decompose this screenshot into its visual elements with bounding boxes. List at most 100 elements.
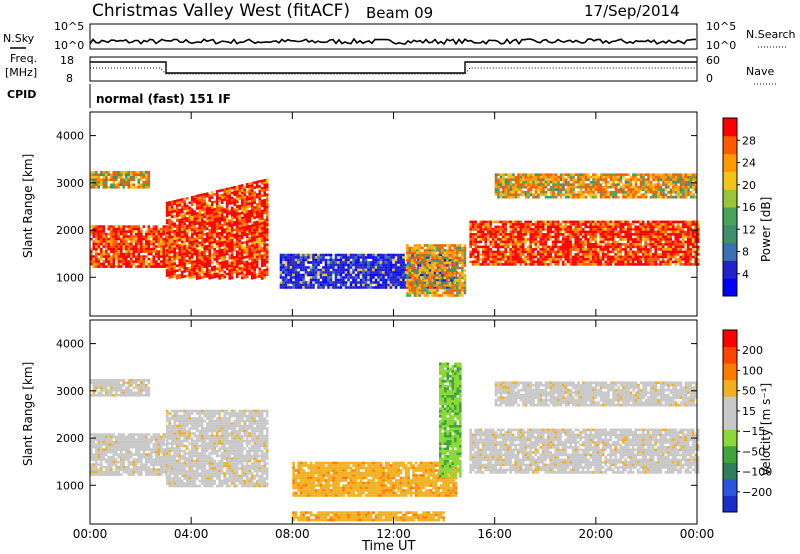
power-data-cell-5 bbox=[501, 233, 505, 236]
power-data-cell-5 bbox=[529, 245, 532, 249]
power-data-cell-2 bbox=[203, 198, 206, 201]
power-data-cell-2 bbox=[238, 247, 241, 250]
power-data-cell-3 bbox=[317, 258, 320, 262]
power-data-cell-2 bbox=[185, 239, 189, 243]
power-data-cell-2 bbox=[263, 206, 266, 210]
power-data-cell-0 bbox=[105, 242, 108, 246]
power-data-cell-3 bbox=[444, 278, 448, 282]
power-data-cell-3 bbox=[327, 276, 330, 279]
power-data-cell-2 bbox=[243, 273, 246, 277]
power-data-cell-2 bbox=[198, 206, 201, 210]
power-data-cell-3 bbox=[294, 258, 298, 262]
power-data-cell-2 bbox=[250, 231, 254, 235]
power-data-cell-2 bbox=[208, 271, 211, 275]
power-data-cell-0 bbox=[110, 227, 113, 231]
power-data-cell-5 bbox=[496, 253, 500, 256]
power-data-cell-1 bbox=[90, 171, 93, 174]
power-data-cell-5 bbox=[504, 258, 507, 261]
power-data-cell-2 bbox=[235, 252, 239, 256]
power-data-cell-2 bbox=[188, 274, 191, 277]
power-data-cell-2 bbox=[195, 229, 199, 233]
power-data-cell-5 bbox=[494, 235, 497, 239]
power-data-cell-5 bbox=[566, 225, 570, 229]
power-data-cell-2 bbox=[198, 224, 201, 227]
power-data-cell-4 bbox=[433, 291, 437, 295]
power-data-cell-0 bbox=[92, 225, 96, 228]
freq-tick-bottom: 8 bbox=[66, 72, 73, 85]
power-data-cell-0 bbox=[95, 250, 98, 253]
power-data-cell-6 bbox=[579, 178, 583, 181]
power-data-cell-5 bbox=[599, 260, 602, 264]
power-data-cell-2 bbox=[185, 204, 189, 208]
power-data-cell-3 bbox=[279, 286, 283, 289]
power-data-cell-3 bbox=[299, 268, 303, 272]
power-data-cell-3 bbox=[322, 276, 325, 279]
power-data-cell-6 bbox=[494, 175, 498, 179]
power-data-cell-4 bbox=[423, 259, 427, 262]
power-data-cell-3 bbox=[377, 281, 380, 284]
power-data-cell-5 bbox=[599, 243, 602, 246]
power-data-cell-2 bbox=[253, 263, 256, 267]
power-data-cell-2 bbox=[240, 231, 244, 235]
power-data-cell-5 bbox=[519, 235, 522, 239]
power-data-cell-3 bbox=[354, 281, 358, 284]
power-data-cell-5 bbox=[689, 260, 692, 264]
power-data-cell-3 bbox=[382, 256, 385, 259]
power-data-cell-2 bbox=[243, 208, 246, 212]
power-data-cell-3 bbox=[354, 266, 358, 269]
power-data-cell-5 bbox=[474, 260, 477, 264]
power-data-cell-5 bbox=[556, 248, 560, 251]
power-data-cell-3 bbox=[377, 253, 380, 257]
power-data-cell-4 bbox=[461, 289, 464, 292]
power-data-cell-5 bbox=[521, 260, 525, 264]
power-data-cell-5 bbox=[561, 250, 565, 254]
power-data-cell-3 bbox=[327, 263, 330, 267]
power-data-cell-5 bbox=[576, 228, 580, 231]
power-data-cell-0 bbox=[120, 262, 123, 266]
power-data-cell-2 bbox=[190, 198, 194, 201]
power-data-cell-5 bbox=[539, 260, 542, 264]
power-data-cell-5 bbox=[544, 243, 547, 246]
power-data-cell-2 bbox=[248, 195, 251, 198]
power-data-cell-5 bbox=[629, 260, 632, 264]
power-data-cell-3 bbox=[382, 278, 385, 282]
power-data-cell-0 bbox=[135, 227, 138, 231]
power-data-cell-5 bbox=[606, 240, 610, 244]
power-data-cell-0 bbox=[112, 242, 116, 246]
power-data-cell-3 bbox=[387, 268, 390, 272]
power-data-cell-2 bbox=[253, 251, 256, 254]
power-data-cell-4 bbox=[406, 249, 409, 252]
power-data-cell-2 bbox=[173, 265, 176, 268]
power-data-cell-4 bbox=[443, 286, 447, 290]
power-data-cell-5 bbox=[609, 238, 612, 241]
power-data-cell-0 bbox=[117, 230, 121, 233]
power-data-cell-4 bbox=[448, 289, 452, 292]
power-data-cell-5 bbox=[494, 230, 497, 234]
power-data-cell-3 bbox=[399, 258, 403, 262]
power-data-cell-5 bbox=[496, 230, 500, 234]
power-data-cell-5 bbox=[494, 243, 497, 246]
power-data-cell-2 bbox=[263, 274, 266, 277]
power-data-cell-3 bbox=[389, 278, 393, 282]
power-data-cell-2 bbox=[258, 185, 261, 188]
power-data-cell-6 bbox=[547, 180, 550, 184]
power-data-cell-6 bbox=[579, 180, 583, 184]
power-data-cell-6 bbox=[519, 180, 523, 184]
power-data-cell-0 bbox=[162, 237, 166, 241]
power-data-cell-6 bbox=[527, 188, 530, 191]
power-data-cell-2 bbox=[230, 219, 234, 222]
power-data-cell-2 bbox=[188, 266, 191, 270]
power-data-cell-0 bbox=[135, 245, 138, 248]
power-data-cell-5 bbox=[631, 238, 635, 241]
power-data-cell-4 bbox=[463, 261, 467, 265]
power-data-cell-0 bbox=[147, 242, 151, 246]
power-data-cell-6 bbox=[499, 185, 503, 189]
power-data-cell-5 bbox=[516, 220, 520, 224]
power-data-cell-5 bbox=[496, 233, 500, 236]
power-data-cell-5 bbox=[609, 243, 612, 246]
power-data-cell-5 bbox=[651, 235, 655, 239]
power-data-cell-6 bbox=[569, 195, 573, 199]
power-data-cell-3 bbox=[394, 278, 398, 282]
power-data-cell-2 bbox=[170, 250, 174, 254]
power-data-cell-5 bbox=[611, 255, 615, 259]
